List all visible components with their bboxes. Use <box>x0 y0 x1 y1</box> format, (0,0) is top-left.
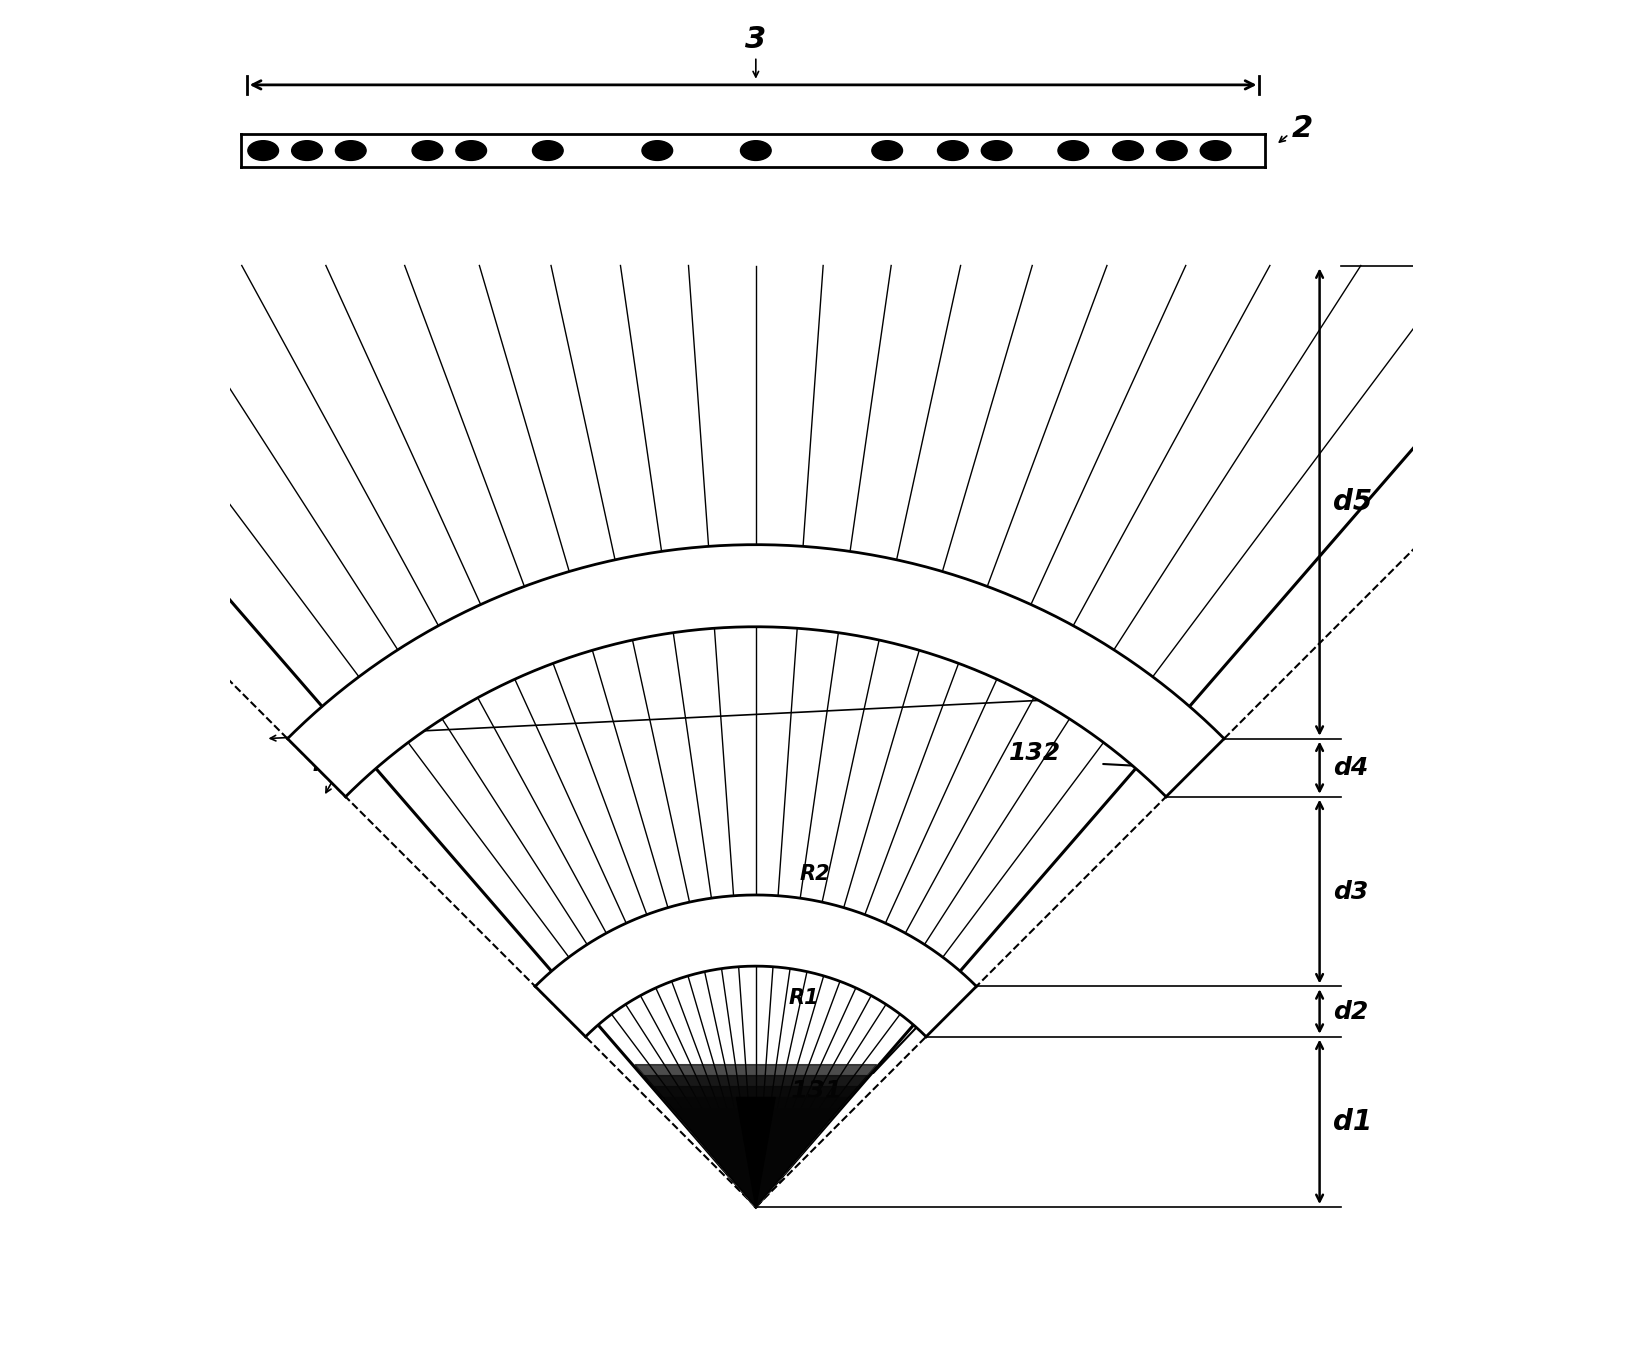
Text: d5: d5 <box>1332 488 1372 517</box>
Ellipse shape <box>532 140 564 161</box>
Polygon shape <box>738 1184 774 1208</box>
Ellipse shape <box>292 140 322 161</box>
Text: 131: 131 <box>790 1079 843 1104</box>
Text: d3: d3 <box>1332 879 1369 904</box>
Ellipse shape <box>938 140 968 161</box>
Ellipse shape <box>412 140 442 161</box>
Polygon shape <box>718 1163 794 1208</box>
Polygon shape <box>662 1097 849 1208</box>
Polygon shape <box>736 1097 775 1208</box>
Polygon shape <box>654 1086 858 1208</box>
Ellipse shape <box>981 140 1012 161</box>
Ellipse shape <box>642 140 672 161</box>
Polygon shape <box>288 545 1224 797</box>
Text: R3: R3 <box>312 755 343 774</box>
Polygon shape <box>700 1141 812 1208</box>
Ellipse shape <box>1058 140 1089 161</box>
Ellipse shape <box>455 140 486 161</box>
Text: d1: d1 <box>1332 1108 1372 1135</box>
Text: 2: 2 <box>1293 114 1313 143</box>
Polygon shape <box>682 1119 830 1208</box>
Polygon shape <box>710 1152 802 1208</box>
Text: R1: R1 <box>789 988 820 1009</box>
Ellipse shape <box>335 140 366 161</box>
Text: R4: R4 <box>1030 675 1060 695</box>
Ellipse shape <box>1201 140 1231 161</box>
Ellipse shape <box>741 140 771 161</box>
Text: R2: R2 <box>800 864 830 885</box>
Polygon shape <box>690 1130 822 1208</box>
Ellipse shape <box>1112 140 1144 161</box>
Ellipse shape <box>248 140 279 161</box>
Ellipse shape <box>1157 140 1188 161</box>
Polygon shape <box>728 1174 784 1208</box>
Polygon shape <box>644 1075 868 1208</box>
Polygon shape <box>672 1108 840 1208</box>
Text: 3: 3 <box>746 26 766 55</box>
Text: d2: d2 <box>1332 999 1369 1024</box>
Ellipse shape <box>872 140 902 161</box>
Text: 132: 132 <box>1009 741 1061 765</box>
Polygon shape <box>536 895 976 1037</box>
Text: d4: d4 <box>1332 755 1369 780</box>
Polygon shape <box>634 1065 877 1208</box>
